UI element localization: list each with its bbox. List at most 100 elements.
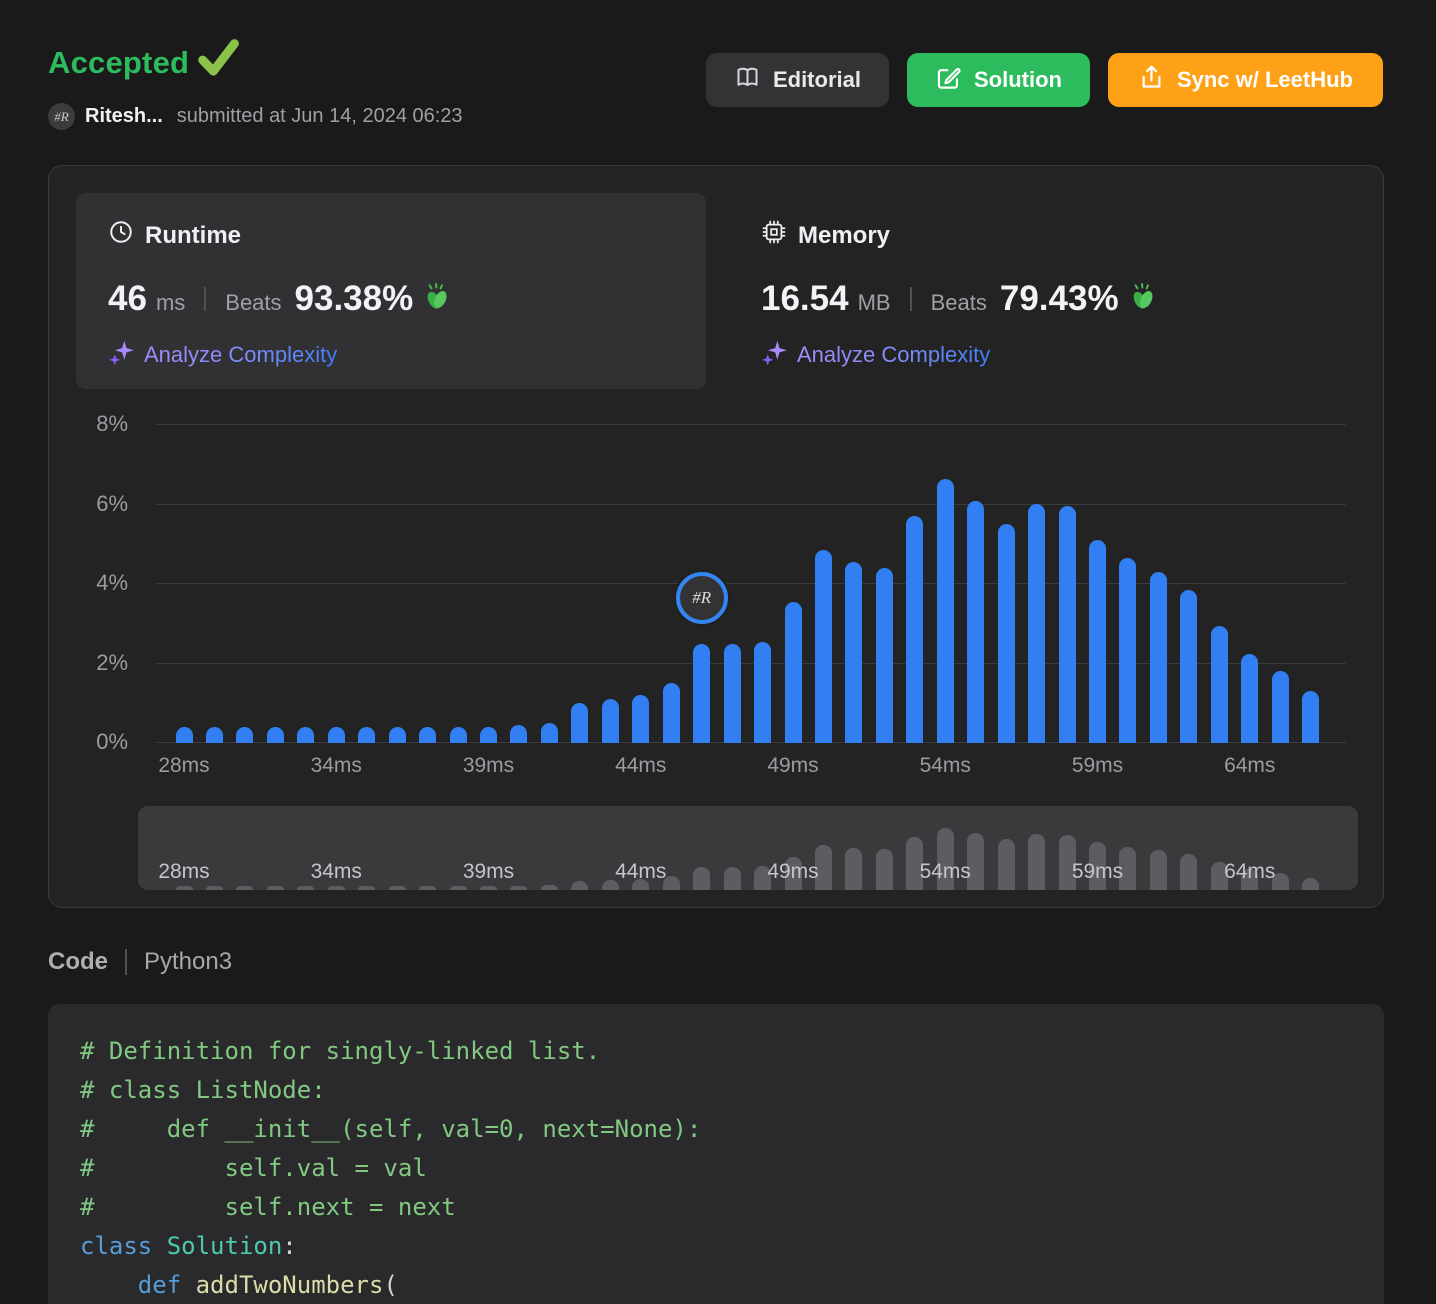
- runtime-analyze-complexity[interactable]: Analyze Complexity: [108, 339, 337, 371]
- header-buttons: Editorial Solution Sync w/ LeetHub: [705, 53, 1383, 107]
- user-avatar[interactable]: #R: [48, 103, 75, 130]
- minimap-bar: [327, 886, 345, 890]
- minimap-bar: [1241, 869, 1259, 890]
- minimap-bar: [1119, 847, 1137, 890]
- runtime-distribution-bar[interactable]: [1119, 558, 1137, 743]
- editorial-button[interactable]: Editorial: [705, 53, 889, 107]
- runtime-analyze-label: Analyze Complexity: [144, 342, 338, 367]
- divider: [125, 949, 127, 975]
- x-axis-tick-label: 28ms: [158, 754, 210, 777]
- runtime-distribution-bar[interactable]: [693, 644, 711, 743]
- memory-chip-icon: [761, 219, 787, 252]
- minimap-bar: [510, 886, 528, 890]
- runtime-distribution-bar[interactable]: [540, 723, 558, 743]
- minimap-bar: [875, 849, 893, 890]
- runtime-distribution-bar[interactable]: [175, 727, 193, 743]
- minimap-tick-label: 49ms: [767, 860, 819, 883]
- divider: [204, 287, 207, 311]
- gridline: [156, 503, 1346, 505]
- x-axis-tick-label: 54ms: [919, 754, 971, 777]
- minimap-bar: [662, 876, 680, 890]
- code-line: def addTwoNumbers(: [137, 1271, 398, 1299]
- runtime-stat-card[interactable]: Runtime 46 ms Beats 93.38% Analyz: [76, 193, 706, 389]
- runtime-distribution-bar[interactable]: [1149, 572, 1167, 743]
- runtime-distribution-bar[interactable]: [601, 699, 619, 743]
- minimap-bar: [205, 886, 223, 890]
- runtime-distribution-bar[interactable]: [814, 550, 832, 743]
- minimap-bar: [1089, 842, 1106, 890]
- runtime-distribution-bar[interactable]: [205, 727, 223, 743]
- runtime-distribution-bar[interactable]: [906, 516, 924, 743]
- username[interactable]: Ritesh...: [85, 105, 163, 127]
- gridline: [156, 742, 1346, 743]
- minimap-bar: [1210, 862, 1228, 890]
- editorial-button-label: Editorial: [772, 67, 861, 92]
- runtime-distribution-bar[interactable]: [510, 725, 528, 743]
- minimap-bar: [845, 848, 863, 890]
- runtime-distribution-bar[interactable]: [784, 602, 802, 743]
- runtime-chart-plot: #R: [156, 424, 1346, 743]
- solution-button[interactable]: Solution: [906, 53, 1090, 107]
- status-row: Accepted: [48, 39, 241, 85]
- minimap-bar: [297, 886, 315, 890]
- minimap-bar: [906, 837, 924, 890]
- memory-analyze-complexity[interactable]: Analyze Complexity: [761, 339, 990, 371]
- memory-unit: MB: [857, 290, 891, 315]
- memory-beats-value: 79.43%: [999, 279, 1119, 318]
- runtime-distribution-bar[interactable]: [632, 695, 650, 743]
- book-icon: [734, 64, 761, 97]
- code-line: # self.next = next: [80, 1193, 456, 1221]
- runtime-distribution-bar[interactable]: [358, 727, 376, 743]
- status-accepted-title: Accepted: [48, 44, 190, 80]
- runtime-distribution-bar[interactable]: [1058, 506, 1076, 743]
- runtime-distribution-bar[interactable]: [327, 727, 345, 743]
- minimap-bar: [814, 845, 832, 890]
- runtime-distribution-bar[interactable]: [936, 479, 954, 743]
- minimap-bar: [601, 880, 619, 890]
- minimap-bar: [571, 881, 589, 890]
- runtime-distribution-bar[interactable]: [297, 727, 315, 743]
- minimap-tick-label: 64ms: [1224, 860, 1276, 883]
- runtime-distribution-bar[interactable]: [662, 683, 680, 743]
- minimap-bar: [266, 886, 284, 890]
- runtime-distribution-bar[interactable]: [1210, 626, 1228, 743]
- code-line: class Solution:: [80, 1232, 297, 1260]
- runtime-distribution-bar[interactable]: [723, 644, 741, 743]
- runtime-distribution-bar[interactable]: [875, 568, 893, 743]
- runtime-distribution-bar[interactable]: [419, 727, 437, 743]
- sync-leethub-button[interactable]: Sync w/ LeetHub: [1107, 53, 1383, 107]
- minimap-bar: [358, 886, 376, 890]
- accepted-check-icon: [195, 34, 241, 85]
- runtime-distribution-bar[interactable]: [1089, 540, 1106, 743]
- minimap-bar: [388, 886, 406, 890]
- user-runtime-marker[interactable]: #R: [675, 571, 728, 624]
- runtime-distribution-bar[interactable]: [1241, 654, 1259, 743]
- chart-minimap-brush[interactable]: 28ms 34ms 39ms 44ms 49ms 54ms 59ms 64ms: [138, 806, 1358, 890]
- result-card: Runtime 46 ms Beats 93.38% Analyz: [48, 165, 1384, 908]
- runtime-distribution-bar[interactable]: [236, 727, 254, 743]
- code-block[interactable]: # Definition for singly-linked list. # cl…: [48, 1004, 1384, 1304]
- runtime-beats-value: 93.38%: [294, 279, 414, 318]
- runtime-distribution-bar[interactable]: [1180, 590, 1198, 743]
- memory-title: Memory: [798, 221, 891, 249]
- runtime-distribution-bar[interactable]: [997, 524, 1015, 743]
- minimap-bar: [419, 886, 437, 890]
- runtime-distribution-bar[interactable]: [571, 703, 589, 743]
- minimap-bar: [723, 867, 741, 890]
- runtime-distribution-bar[interactable]: [449, 727, 467, 743]
- runtime-distribution-bar[interactable]: [480, 727, 497, 743]
- runtime-distribution-bar[interactable]: [845, 562, 863, 743]
- runtime-distribution-bar[interactable]: [967, 501, 985, 743]
- runtime-distribution-bar[interactable]: [1271, 671, 1289, 743]
- memory-stat-card[interactable]: Memory 16.54 MB Beats 79.43% Anal: [761, 193, 1361, 389]
- runtime-distribution-bar[interactable]: [266, 727, 284, 743]
- runtime-distribution-bar[interactable]: [1302, 691, 1320, 743]
- minimap-tick-label: 59ms: [1071, 860, 1124, 883]
- submitted-timestamp: submitted at Jun 14, 2024 06:23: [176, 105, 463, 127]
- runtime-distribution-bar[interactable]: [388, 727, 406, 743]
- runtime-title-row: Runtime: [108, 219, 241, 252]
- runtime-distribution-bar[interactable]: [1028, 504, 1046, 743]
- runtime-value: 46: [108, 279, 147, 318]
- runtime-distribution-bar[interactable]: [754, 642, 772, 743]
